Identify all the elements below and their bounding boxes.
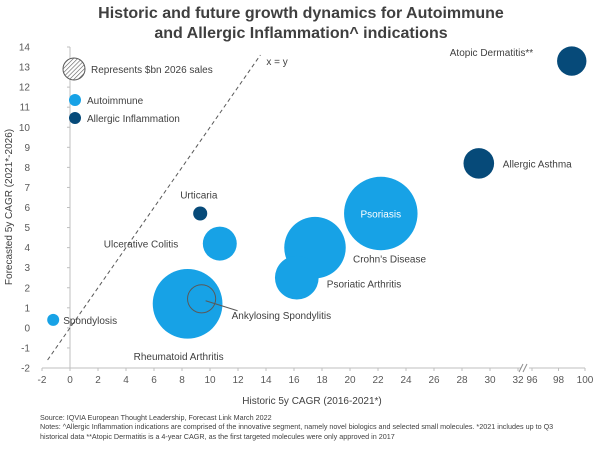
reference-line-layer: x = y	[47, 54, 288, 361]
x-tick-label: 6	[151, 375, 157, 386]
legend-swatch-allergic-inflammation	[69, 112, 81, 124]
y-tick-label: 2	[24, 283, 30, 294]
bubble-atopic-dermatitis	[557, 46, 587, 76]
y-tick-label: 5	[24, 223, 30, 234]
labels-layer: Atopic Dermatitis** Allergic Asthma Urtica…	[63, 48, 572, 363]
x-tick-label: 24	[400, 375, 412, 386]
bubble-spondylosis	[47, 313, 60, 326]
x-tick-label: 12	[232, 375, 244, 386]
legend-size-swatch	[62, 57, 86, 81]
y-tick-label: 7	[24, 183, 30, 194]
label-atopic-dermatitis: Atopic Dermatitis**	[450, 48, 533, 59]
y-tick-label: -1	[21, 343, 30, 354]
bubble-ulcerative-colitis	[202, 226, 237, 261]
y-tick-label: 6	[24, 203, 30, 214]
x-equals-y-line	[47, 54, 261, 361]
y-tick-label: 11	[20, 103, 31, 114]
legend-swatch-autoimmune	[69, 94, 81, 106]
bubble-rheumatoid-arthritis	[152, 268, 223, 339]
legend-label-autoimmune: Autoimmune	[87, 96, 144, 107]
bubble-allergic-asthma	[463, 148, 495, 179]
x-tick-label: 20	[344, 375, 356, 386]
x-equals-y-label: x = y	[266, 57, 287, 68]
y-tick-label: 10	[19, 123, 31, 134]
footer: Source: IQVIA European Thought Leadershi…	[40, 413, 595, 441]
x-tick-label: 0	[67, 375, 73, 386]
label-psoriasis: Psoriasis	[361, 210, 402, 221]
x-tick-label: 22	[372, 375, 384, 386]
source-note: Source: IQVIA European Thought Leadershi…	[40, 413, 272, 422]
y-tick-label: 3	[24, 263, 30, 274]
x-tick-label: 30	[484, 375, 496, 386]
x-axis-title: Historic 5y CAGR (2016-2021*)	[242, 396, 382, 407]
y-tick-label: 13	[19, 63, 31, 74]
x-tick-label: 16	[288, 375, 300, 386]
bubble-ankylosing-spondylitis	[187, 284, 217, 314]
label-ankylosing-spondylitis: Ankylosing Spondylitis	[232, 311, 332, 322]
x-tick-label: 28	[456, 375, 468, 386]
x-tick-label: 8	[179, 375, 185, 386]
bubble-psoriasis	[344, 176, 418, 251]
x-tick-label: 32	[512, 375, 524, 386]
x-tick-label: 26	[428, 375, 440, 386]
notes-line-2: historical data **Atopic Dermatitis is a…	[40, 431, 395, 441]
x-tick-label: 2	[95, 375, 101, 386]
bubbles-layer	[47, 46, 587, 339]
y-tick-label: 9	[24, 143, 30, 154]
label-spondylosis: Spondylosis	[63, 316, 117, 327]
chart-title: Historic and future growth dynamics for …	[0, 4, 602, 44]
y-tick-label: 14	[19, 43, 31, 54]
y-axis-title: Forecasted 5y CAGR (2021*-2026)	[4, 129, 15, 285]
x-tick-label: 10	[204, 375, 216, 386]
x-tick-label: 100	[577, 375, 594, 386]
y-tick-label: 8	[24, 163, 30, 174]
y-tick-label: 1	[24, 303, 30, 314]
label-crohn-s-disease: Crohn's Disease	[353, 255, 426, 266]
axis-break-mark	[522, 363, 528, 373]
x-tick-label: -2	[38, 375, 47, 386]
bubble-urticaria	[193, 206, 208, 221]
legend-size-label: Represents $bn 2026 sales	[91, 65, 213, 76]
y-tick-label: -2	[21, 364, 30, 375]
x-tick-label: 18	[316, 375, 328, 386]
legend: Represents $bn 2026 sales Autoimmune Aller…	[62, 57, 213, 125]
chart-title-line-2: and Allergic Inflammation^ indications	[154, 25, 448, 42]
bubble-psoriatic-arthritis	[274, 255, 319, 300]
y-tick-label: 4	[24, 243, 30, 254]
label-psoriatic-arthritis: Psoriatic Arthritis	[327, 280, 401, 291]
label-urticaria: Urticaria	[180, 191, 218, 202]
ankylosing-leader-line	[205, 300, 238, 312]
chart-title-line-1: Historic and future growth dynamics for …	[98, 5, 504, 22]
x-tick-label: 98	[553, 375, 565, 386]
label-ulcerative-colitis: Ulcerative Colitis	[104, 240, 178, 251]
y-tick-label: 12	[19, 83, 31, 94]
axis-break-mark	[518, 363, 524, 373]
label-allergic-asthma: Allergic Asthma	[503, 159, 572, 170]
legend-label-allergic-inflammation: Allergic Inflammation	[87, 114, 180, 125]
x-tick-label: 96	[526, 375, 538, 386]
notes-line-1: Notes: ^Allergic Inflammation indication…	[40, 422, 554, 432]
x-tick-label: 14	[260, 375, 272, 386]
label-rheumatoid-arthritis: Rheumatoid Arthritis	[134, 352, 224, 363]
y-tick-label: 0	[24, 323, 30, 334]
x-tick-label: 4	[123, 375, 129, 386]
